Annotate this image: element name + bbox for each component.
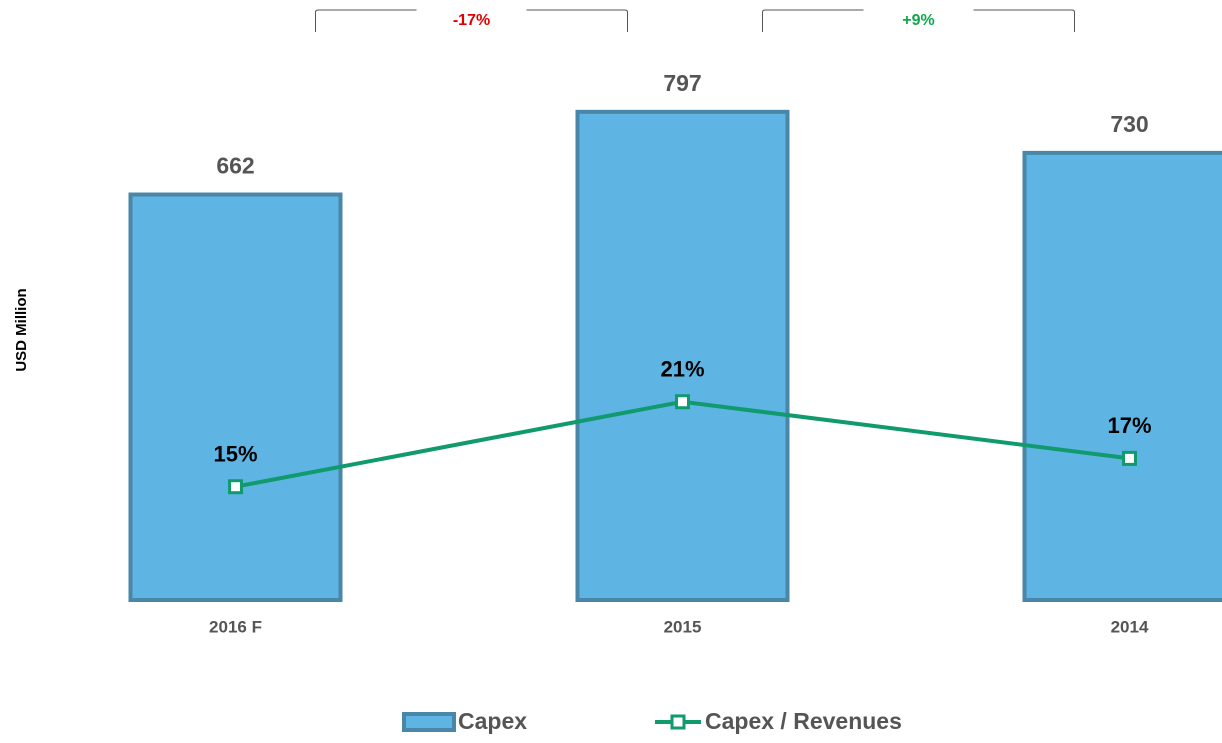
- annotation: +9%: [902, 12, 934, 29]
- line-value-label: 21%: [660, 357, 704, 382]
- bar: [128, 192, 343, 602]
- legend-marker: [670, 714, 686, 730]
- bar: [575, 109, 790, 603]
- bar-value-label: 797: [663, 70, 701, 96]
- annotation: -17%: [453, 12, 490, 29]
- line-marker: [1122, 450, 1137, 466]
- bar-value-label: 662: [216, 153, 254, 179]
- line-value-label: 17%: [1107, 413, 1151, 438]
- line-value-label: 15%: [213, 442, 257, 467]
- bracket: [315, 9, 628, 32]
- line-marker: [228, 479, 243, 495]
- line-marker: [675, 394, 690, 410]
- bar-value-label: 730: [1110, 111, 1148, 137]
- x-tick-label: 2014: [1111, 617, 1149, 636]
- x-tick-label: 2016 F: [209, 617, 262, 636]
- bracket: [762, 9, 1075, 32]
- legend-label: Capex / Revenues: [705, 708, 902, 734]
- bar: [1022, 150, 1222, 602]
- legend-swatch: [402, 712, 456, 732]
- legend-label: Capex: [458, 708, 527, 734]
- y-axis-label: USD Million: [13, 288, 30, 371]
- x-tick-label: 2015: [664, 617, 702, 636]
